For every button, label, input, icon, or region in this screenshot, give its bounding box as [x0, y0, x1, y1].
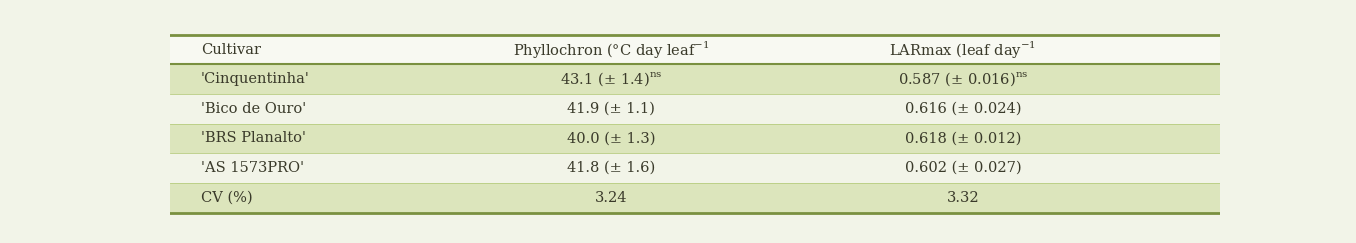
Bar — [170, 64, 1220, 94]
Text: CV (%): CV (%) — [201, 191, 252, 205]
Text: Cultivar: Cultivar — [201, 43, 260, 57]
Text: 40.0 (± 1.3): 40.0 (± 1.3) — [567, 131, 655, 146]
Text: 41.8 (± 1.6): 41.8 (± 1.6) — [567, 161, 655, 175]
Text: $\mathregular{0.587\ (±\ 0.016)}^{\mathregular{ns}}$: $\mathregular{0.587\ (±\ 0.016)}^{\mathr… — [898, 70, 1028, 88]
Bar — [170, 35, 1220, 64]
Text: 'Bico de Ouro': 'Bico de Ouro' — [201, 102, 306, 116]
Bar — [170, 153, 1220, 183]
Text: 0.602 (± 0.027): 0.602 (± 0.027) — [904, 161, 1021, 175]
Text: 'Cinquentinha': 'Cinquentinha' — [201, 72, 311, 86]
Text: 'BRS Planalto': 'BRS Planalto' — [201, 131, 306, 146]
Text: 0.618 (± 0.012): 0.618 (± 0.012) — [904, 131, 1021, 146]
Text: $\mathregular{LARmax\ (leaf\ day}^{\mathregular{-1}}$: $\mathregular{LARmax\ (leaf\ day}^{\math… — [890, 39, 1036, 60]
Text: 41.9 (± 1.1): 41.9 (± 1.1) — [567, 102, 655, 116]
Bar — [170, 183, 1220, 213]
Text: 3.32: 3.32 — [946, 191, 979, 205]
Text: $\mathregular{43.1\ (±\ 1.4)}^{\mathregular{ns}}$: $\mathregular{43.1\ (±\ 1.4)}^{\mathregu… — [560, 70, 662, 88]
Bar — [170, 124, 1220, 153]
Bar — [170, 94, 1220, 124]
Text: 0.616 (± 0.024): 0.616 (± 0.024) — [904, 102, 1021, 116]
Text: $\mathregular{Phyllochron\ (°C\ day\ leaf}^{\mathregular{-1}}$: $\mathregular{Phyllochron\ (°C\ day\ lea… — [513, 39, 709, 60]
Text: 'AS 1573PRO': 'AS 1573PRO' — [201, 161, 304, 175]
Text: 3.24: 3.24 — [595, 191, 626, 205]
